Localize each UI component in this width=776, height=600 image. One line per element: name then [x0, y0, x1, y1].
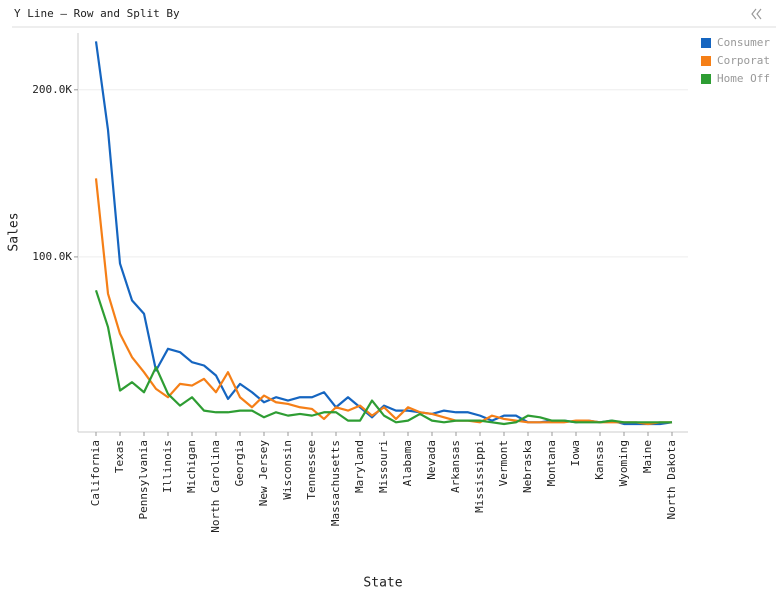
y-axis-title: Sales [7, 212, 22, 251]
x-tick-label: Wisconsin [281, 440, 294, 500]
x-tick-label: Illinois [161, 440, 174, 493]
x-tick-label: Nebraska [521, 440, 534, 493]
legend: Consumer Corporat Home Off [701, 36, 770, 85]
x-tick-label: North Dakota [665, 440, 678, 519]
x-tick-label: Texas [113, 440, 126, 473]
x-tick-label: Wyoming [617, 440, 630, 486]
legend-label: Home Off [717, 72, 770, 85]
x-tick-label: Tennessee [305, 440, 318, 500]
chart-title: Y Line – Row and Split By [14, 7, 180, 20]
series-line [94, 178, 672, 426]
x-tick-label: Georgia [233, 440, 246, 486]
x-tick-label: Iowa [569, 440, 582, 467]
y-tick-label: 200.0K [32, 83, 72, 96]
x-tick-label: Nevada [425, 440, 438, 480]
x-tick-label: Montana [545, 440, 558, 486]
x-tick-label: Massachusetts [329, 440, 342, 526]
series-line [94, 41, 673, 426]
x-tick-label: Missouri [377, 440, 390, 493]
x-tick-label: Kansas [593, 440, 606, 480]
series-line [94, 289, 672, 426]
x-tick-label: North Carolina [209, 440, 222, 533]
legend-label: Corporat [717, 54, 770, 67]
x-tick-label: Vermont [497, 440, 510, 486]
collapse-icon[interactable] [751, 8, 762, 20]
x-tick-label: California [89, 440, 102, 506]
x-tick-label: Michigan [185, 440, 198, 493]
legend-label: Consumer [717, 36, 770, 49]
legend-swatch [701, 56, 711, 66]
x-axis-title: State [363, 576, 402, 591]
legend-swatch [701, 74, 711, 84]
x-tick-label: New Jersey [257, 440, 270, 507]
x-tick-label: Pennsylvania [137, 440, 150, 519]
x-tick-label: Mississippi [473, 440, 486, 513]
x-tick-label: Alabama [401, 440, 414, 486]
x-tick-label: Maine [641, 440, 654, 473]
x-tick-label: Maryland [353, 440, 366, 493]
legend-swatch [701, 38, 711, 48]
y-tick-label: 100.0K [32, 250, 72, 263]
x-tick-label: Arkansas [449, 440, 462, 493]
